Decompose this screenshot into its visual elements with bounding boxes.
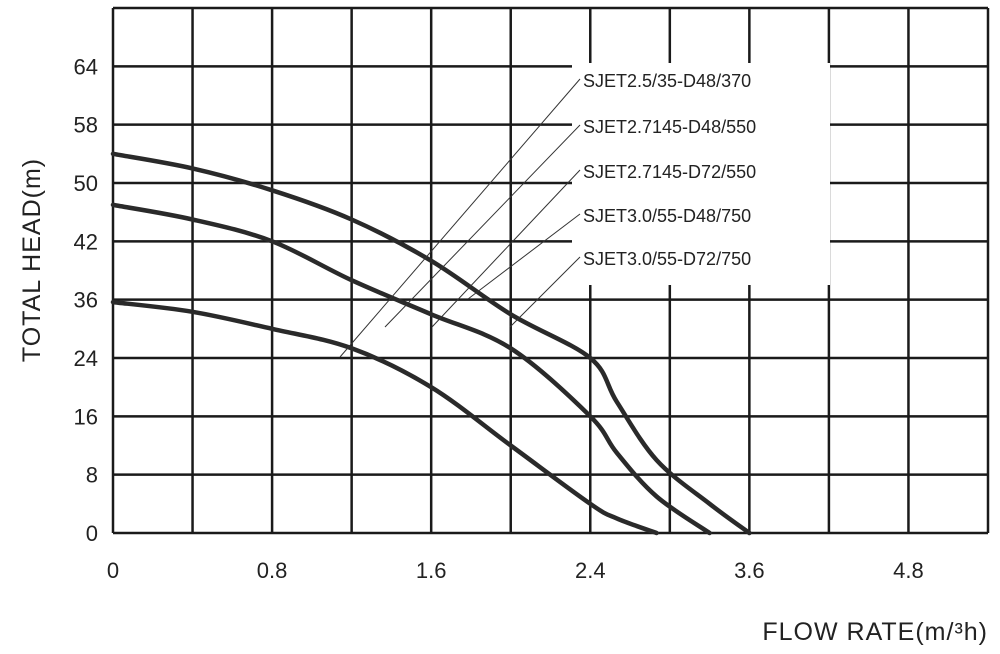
y-tick-label: 16 <box>74 404 98 429</box>
x-tick-label: 1.6 <box>416 558 447 583</box>
performance-curve-1 <box>110 299 659 536</box>
y-tick-label: 50 <box>74 171 98 196</box>
performance-curve-2 <box>110 202 712 536</box>
x-axis-label: FLOW RATE(m/³h) <box>762 618 988 646</box>
legend-label: SJET3.0/55-D72/750 <box>583 249 751 269</box>
y-axis-ticks: 0 8 16 24 36 42 50 58 64 <box>74 54 98 546</box>
legend-leader-line <box>431 169 581 328</box>
legend: SJET2.5/35-D48/370 SJET2.7145-D48/550 SJET… <box>339 63 830 358</box>
legend-leader-line <box>509 256 581 328</box>
legend-label: SJET2.7145-D72/550 <box>583 162 756 182</box>
x-tick-label: 2.4 <box>575 558 606 583</box>
x-tick-label: 0 <box>107 558 119 583</box>
performance-curve-3 <box>110 151 752 536</box>
legend-label: SJET2.7145-D48/550 <box>583 117 756 137</box>
y-tick-label: 58 <box>74 113 98 138</box>
legend-box <box>572 63 830 285</box>
y-tick-label: 8 <box>86 463 98 488</box>
legend-leader-line <box>339 78 581 358</box>
x-axis-ticks: 0 0.8 1.6 2.4 3.6 4.8 <box>107 558 924 583</box>
legend-label: SJET2.5/35-D48/370 <box>583 71 751 91</box>
legend-leader-line <box>467 213 581 300</box>
x-tick-label: 4.8 <box>893 558 924 583</box>
y-tick-label: 0 <box>86 521 98 546</box>
y-axis-label: TOTAL HEAD(m) <box>18 158 46 362</box>
y-tick-label: 24 <box>74 346 98 371</box>
y-tick-label: 64 <box>74 54 98 79</box>
x-tick-label: 0.8 <box>257 558 288 583</box>
y-tick-label: 36 <box>74 288 98 313</box>
performance-curves <box>110 151 752 536</box>
legend-leader-line <box>384 124 581 328</box>
legend-label: SJET3.0/55-D48/750 <box>583 206 751 226</box>
x-tick-label: 3.6 <box>734 558 765 583</box>
grid <box>111 6 990 535</box>
y-tick-label: 42 <box>74 229 98 254</box>
